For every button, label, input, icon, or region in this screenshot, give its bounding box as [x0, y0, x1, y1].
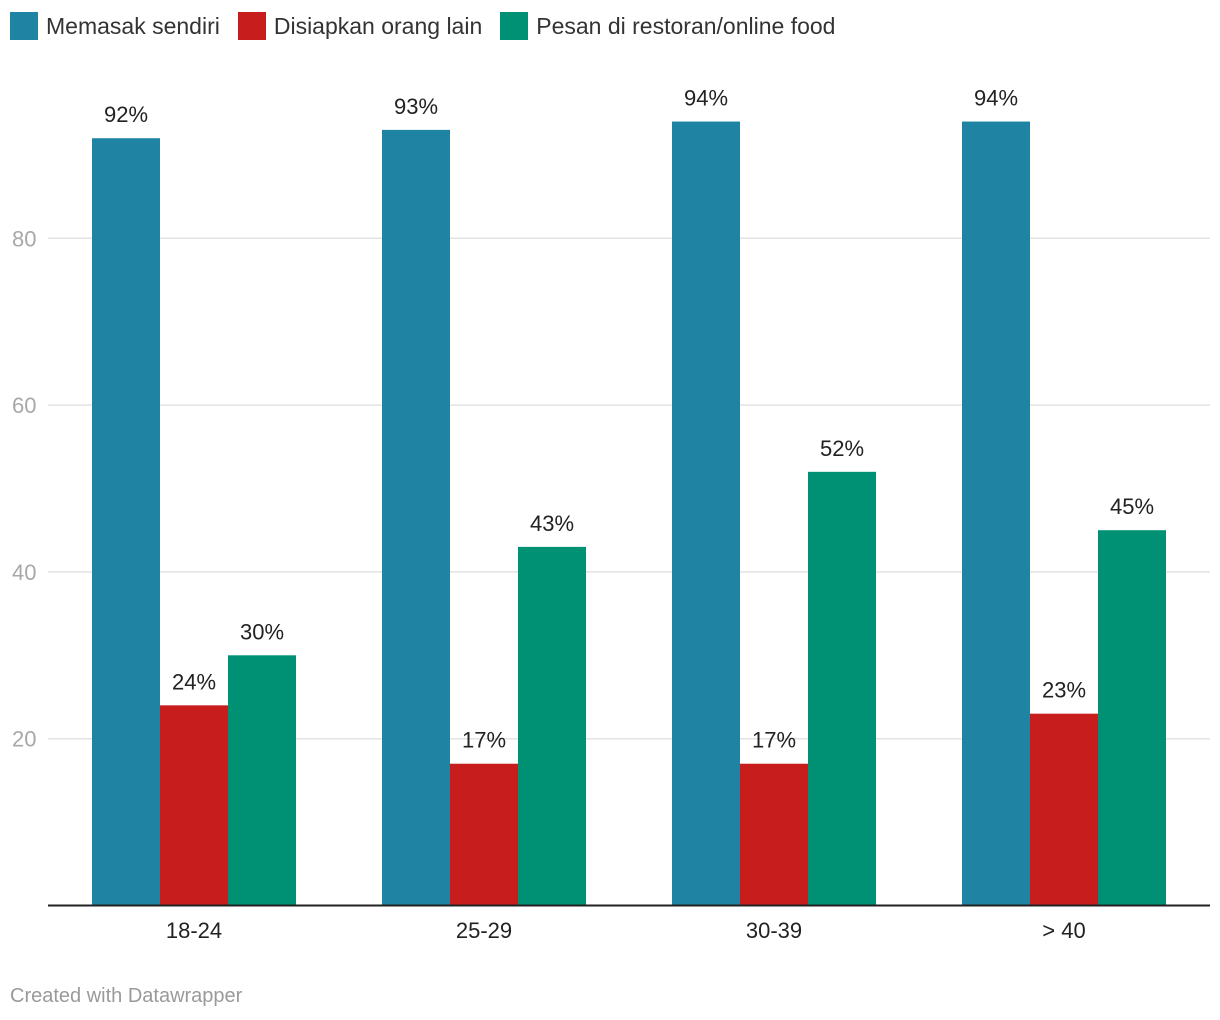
- y-tick-label-20: 20: [12, 727, 36, 752]
- bar-1824-series-2: [228, 655, 296, 906]
- y-tick-label-80: 80: [12, 226, 36, 251]
- x-tick-label-0: 18-24: [166, 918, 222, 943]
- legend-label-pesan-restoran: Pesan di restoran/online food: [536, 12, 836, 39]
- bar-2529-series-1: [450, 763, 518, 906]
- data-label-3039-series-2: 52%: [820, 436, 864, 461]
- data-label-40-series-2: 45%: [1110, 494, 1154, 519]
- footer-credit: Created with Datawrapper: [10, 985, 243, 1007]
- legend-label-memasak-sendiri: Memasak sendiri: [46, 12, 220, 39]
- legend-item-disiapkan-orang-lain: Disiapkan orang lain: [237, 12, 483, 40]
- data-label-1824-series-0: 92%: [104, 102, 148, 127]
- bar-1824-series-1: [160, 705, 228, 906]
- bar-3039-series-2: [808, 471, 876, 906]
- bar-2529-series-0: [382, 129, 450, 906]
- bar-3039-series-0: [672, 121, 740, 906]
- legend: Memasak sendiri Disiapkan orang lain Pes…: [10, 12, 835, 40]
- x-tick-label-2: 30-39: [746, 918, 802, 943]
- bar-40-series-2: [1098, 530, 1166, 906]
- legend-swatch-pesan-restoran: [500, 12, 529, 40]
- bar-1824-series-0: [92, 138, 160, 906]
- x-tick-label-1: 25-29: [456, 918, 512, 943]
- legend-swatch-memasak-sendiri: [10, 12, 38, 40]
- data-label-40-series-0: 94%: [974, 86, 1018, 111]
- legend-label-disiapkan-orang-lain: Disiapkan orang lain: [273, 12, 483, 39]
- data-label-3039-series-0: 94%: [684, 86, 728, 111]
- data-label-1824-series-1: 24%: [172, 669, 216, 694]
- data-label-3039-series-1: 17%: [752, 728, 796, 753]
- legend-item-memasak-sendiri: Memasak sendiri: [10, 12, 220, 40]
- bar-3039-series-1: [740, 763, 808, 906]
- legend-item-pesan-restoran: Pesan di restoran/online food: [500, 12, 835, 40]
- bar-40-series-0: [962, 121, 1030, 906]
- bar-2529-series-2: [518, 546, 586, 906]
- bar-40-series-1: [1030, 713, 1098, 906]
- data-label-2529-series-2: 43%: [530, 511, 574, 536]
- y-tick-label-40: 40: [12, 560, 36, 585]
- y-tick-label-60: 60: [12, 393, 36, 418]
- x-tick-label-3: > 40: [1042, 918, 1085, 943]
- data-label-2529-series-1: 17%: [462, 728, 506, 753]
- data-label-2529-series-0: 93%: [394, 94, 438, 119]
- data-label-1824-series-2: 30%: [240, 619, 284, 644]
- legend-swatch-disiapkan-orang-lain: [237, 12, 266, 40]
- data-label-40-series-1: 23%: [1042, 678, 1086, 703]
